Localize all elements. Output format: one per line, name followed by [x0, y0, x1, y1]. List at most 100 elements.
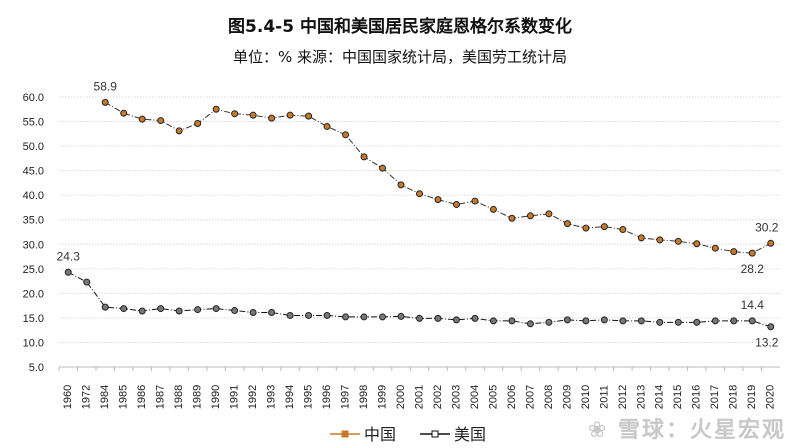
x-tick-label: 2002 — [432, 385, 444, 409]
data-point-usa — [175, 307, 183, 315]
legend-label: 中国 — [364, 425, 396, 444]
data-point-china — [767, 239, 775, 247]
data-point-usa — [157, 305, 165, 313]
data-point-china — [397, 181, 405, 189]
data-point-usa — [674, 318, 682, 326]
data-point-usa — [120, 305, 128, 313]
data-point-usa — [748, 317, 756, 325]
x-tick-label: 1997 — [339, 385, 351, 409]
data-point-china — [600, 223, 608, 231]
data-label: 28.2 — [741, 262, 765, 276]
y-tick-label: 20.0 — [23, 288, 44, 300]
x-tick-label: 2003 — [450, 385, 462, 409]
data-label: 24.3 — [57, 249, 81, 263]
data-point-usa — [286, 311, 294, 319]
x-tick-label: 1991 — [229, 385, 241, 409]
data-point-usa — [600, 316, 608, 324]
x-tick-label: 1988 — [173, 385, 185, 409]
data-point-usa — [379, 313, 387, 321]
data-point-usa — [434, 314, 442, 322]
x-tick-label: 2010 — [580, 385, 592, 409]
data-point-china — [711, 244, 719, 252]
x-tick-label: 2011 — [598, 385, 610, 409]
x-tick-label: 1998 — [358, 385, 370, 409]
x-tick-label: 2015 — [672, 385, 684, 409]
data-point-usa — [526, 320, 534, 328]
x-tick-label: 2014 — [654, 385, 666, 409]
y-tick-label: 25.0 — [23, 264, 44, 276]
legend-marker — [431, 430, 439, 438]
data-label: 13.2 — [755, 336, 779, 350]
data-point-usa — [83, 278, 91, 286]
data-point-usa — [730, 317, 738, 325]
data-point-china — [175, 127, 183, 135]
data-point-china — [508, 214, 516, 222]
data-point-usa — [268, 309, 276, 317]
x-tick-label: 2007 — [524, 385, 536, 409]
data-point-usa — [323, 311, 331, 319]
data-point-usa — [342, 313, 350, 321]
x-tick-label: 1995 — [302, 385, 314, 409]
data-point-china — [545, 210, 553, 218]
x-tick-label: 2018 — [728, 385, 740, 409]
data-point-usa — [767, 323, 775, 331]
x-tick-label: 2004 — [469, 385, 481, 409]
data-label: 58.9 — [94, 79, 118, 93]
data-point-china — [748, 249, 756, 257]
x-tick-label: 1993 — [266, 385, 278, 409]
x-tick-label: 2017 — [709, 385, 721, 409]
data-point-china — [582, 224, 590, 232]
data-point-usa — [656, 318, 664, 326]
data-point-usa — [508, 317, 516, 325]
y-tick-label: 35.0 — [23, 215, 44, 227]
data-point-china — [563, 220, 571, 228]
x-tick-label: 1996 — [321, 385, 333, 409]
chart-subtitle: 单位：% 来源：中国国家统计局，美国劳工统计局 — [232, 48, 568, 66]
data-label: 30.2 — [755, 220, 779, 234]
data-point-usa — [249, 309, 257, 317]
data-point-usa — [138, 307, 146, 315]
data-point-usa — [231, 307, 239, 315]
data-point-usa — [637, 317, 645, 325]
data-point-china — [379, 164, 387, 172]
data-point-china — [120, 109, 128, 117]
x-tick-label: 1990 — [210, 385, 222, 409]
data-point-usa — [711, 317, 719, 325]
data-point-china — [656, 236, 664, 244]
watermark: ❀ 雪球：火星宏观 — [587, 418, 786, 443]
legend-label: 美国 — [454, 425, 486, 444]
data-point-usa — [64, 268, 72, 276]
data-point-china — [526, 212, 534, 220]
data-point-usa — [563, 316, 571, 324]
x-tick-label: 2001 — [413, 385, 425, 409]
data-point-china — [730, 248, 738, 256]
data-point-china — [212, 105, 220, 113]
data-point-usa — [471, 314, 479, 322]
data-point-china — [305, 112, 313, 120]
y-tick-label: 60.0 — [23, 92, 44, 104]
x-tick-label: 2009 — [561, 385, 573, 409]
data-point-usa — [489, 317, 497, 325]
data-point-china — [452, 201, 460, 209]
x-tick-label: 1984 — [99, 385, 111, 409]
data-point-usa — [545, 318, 553, 326]
data-point-china — [416, 190, 423, 198]
data-point-china — [342, 131, 350, 139]
x-tick-label: 1992 — [247, 385, 259, 409]
x-tick-label: 2006 — [506, 385, 518, 409]
data-point-china — [637, 234, 645, 242]
data-point-usa — [452, 316, 460, 324]
x-tick-label: 2008 — [543, 385, 555, 409]
y-tick-label: 40.0 — [23, 190, 44, 202]
data-point-usa — [582, 317, 590, 325]
x-tick-label: 1960 — [62, 385, 74, 409]
data-point-china — [268, 114, 276, 122]
series-line-china — [104, 101, 771, 254]
data-point-china — [249, 111, 257, 119]
data-point-usa — [619, 317, 627, 325]
x-tick-label: 1972 — [81, 385, 93, 409]
y-tick-label: 15.0 — [23, 313, 44, 325]
y-tick-label: 10.0 — [23, 337, 44, 349]
x-tick-label: 1989 — [192, 385, 204, 409]
